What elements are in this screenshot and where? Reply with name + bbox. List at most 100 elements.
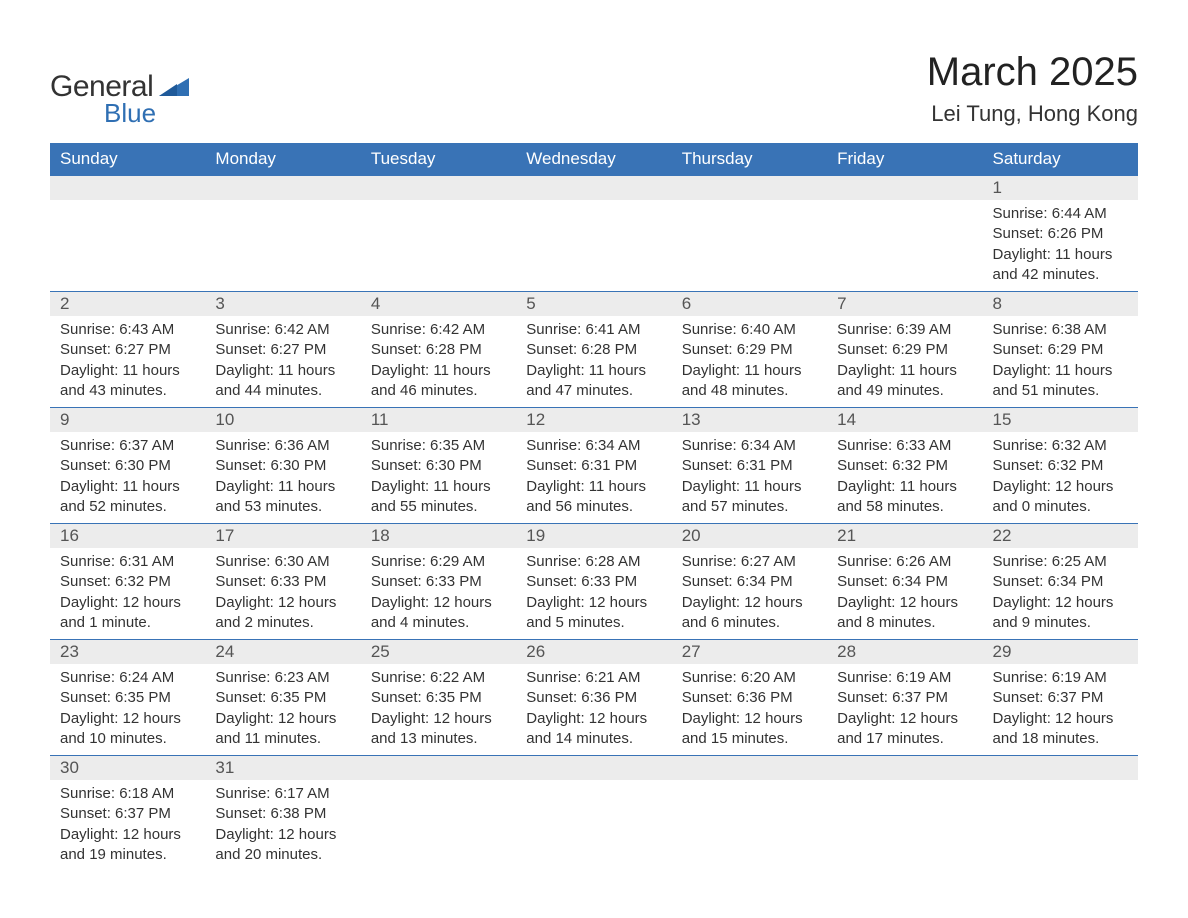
weekday-header: Saturday [983, 143, 1138, 176]
day-number-cell: 29 [983, 640, 1138, 665]
day-number-row: 16171819202122 [50, 524, 1138, 549]
logo-text-blue: Blue [104, 98, 189, 129]
logo-mark-icon [159, 74, 189, 101]
day-number-cell: 14 [827, 408, 982, 433]
calendar-page: General Blue March 2025 Lei Tung, Hong K… [0, 0, 1188, 911]
day-data-cell: Sunrise: 6:27 AM Sunset: 6:34 PM Dayligh… [672, 548, 827, 640]
day-data-row: Sunrise: 6:31 AM Sunset: 6:32 PM Dayligh… [50, 548, 1138, 640]
day-data-cell: Sunrise: 6:26 AM Sunset: 6:34 PM Dayligh… [827, 548, 982, 640]
day-number-cell: 17 [205, 524, 360, 549]
day-data-cell: Sunrise: 6:29 AM Sunset: 6:33 PM Dayligh… [361, 548, 516, 640]
day-data-cell: Sunrise: 6:18 AM Sunset: 6:37 PM Dayligh… [50, 780, 205, 871]
day-number-cell: 2 [50, 292, 205, 317]
day-number-cell: 20 [672, 524, 827, 549]
day-data-row: Sunrise: 6:44 AM Sunset: 6:26 PM Dayligh… [50, 200, 1138, 292]
day-number-cell: 30 [50, 756, 205, 781]
weekday-header-row: Sunday Monday Tuesday Wednesday Thursday… [50, 143, 1138, 176]
day-number-cell [50, 176, 205, 201]
day-number-cell: 27 [672, 640, 827, 665]
day-data-cell: Sunrise: 6:19 AM Sunset: 6:37 PM Dayligh… [983, 664, 1138, 756]
day-number-cell: 25 [361, 640, 516, 665]
day-number-cell: 28 [827, 640, 982, 665]
day-number-cell [827, 176, 982, 201]
day-number-cell: 9 [50, 408, 205, 433]
day-data-cell [361, 200, 516, 292]
day-data-cell: Sunrise: 6:32 AM Sunset: 6:32 PM Dayligh… [983, 432, 1138, 524]
day-number-cell [983, 756, 1138, 781]
day-data-cell: Sunrise: 6:36 AM Sunset: 6:30 PM Dayligh… [205, 432, 360, 524]
day-number-cell: 10 [205, 408, 360, 433]
day-number-cell [361, 756, 516, 781]
day-number-cell: 5 [516, 292, 671, 317]
day-data-row: Sunrise: 6:43 AM Sunset: 6:27 PM Dayligh… [50, 316, 1138, 408]
day-data-cell [672, 200, 827, 292]
day-number-row: 23242526272829 [50, 640, 1138, 665]
day-number-cell [361, 176, 516, 201]
day-data-cell: Sunrise: 6:39 AM Sunset: 6:29 PM Dayligh… [827, 316, 982, 408]
day-data-cell: Sunrise: 6:44 AM Sunset: 6:26 PM Dayligh… [983, 200, 1138, 292]
day-number-cell: 26 [516, 640, 671, 665]
day-number-cell: 1 [983, 176, 1138, 201]
day-data-row: Sunrise: 6:18 AM Sunset: 6:37 PM Dayligh… [50, 780, 1138, 871]
day-data-cell: Sunrise: 6:31 AM Sunset: 6:32 PM Dayligh… [50, 548, 205, 640]
day-number-cell [827, 756, 982, 781]
day-data-cell [516, 200, 671, 292]
location-label: Lei Tung, Hong Kong [927, 101, 1138, 127]
day-data-cell: Sunrise: 6:28 AM Sunset: 6:33 PM Dayligh… [516, 548, 671, 640]
day-data-cell: Sunrise: 6:43 AM Sunset: 6:27 PM Dayligh… [50, 316, 205, 408]
logo: General Blue [50, 70, 189, 129]
day-data-cell: Sunrise: 6:42 AM Sunset: 6:27 PM Dayligh… [205, 316, 360, 408]
day-number-cell: 7 [827, 292, 982, 317]
day-data-cell: Sunrise: 6:21 AM Sunset: 6:36 PM Dayligh… [516, 664, 671, 756]
day-number-cell [205, 176, 360, 201]
day-data-cell [361, 780, 516, 871]
day-data-cell [827, 200, 982, 292]
day-data-cell: Sunrise: 6:23 AM Sunset: 6:35 PM Dayligh… [205, 664, 360, 756]
day-number-row: 9101112131415 [50, 408, 1138, 433]
weekday-header: Sunday [50, 143, 205, 176]
day-data-cell: Sunrise: 6:35 AM Sunset: 6:30 PM Dayligh… [361, 432, 516, 524]
day-number-cell: 24 [205, 640, 360, 665]
day-number-cell: 6 [672, 292, 827, 317]
day-data-cell [827, 780, 982, 871]
day-number-cell: 8 [983, 292, 1138, 317]
day-number-cell [516, 756, 671, 781]
day-number-cell: 19 [516, 524, 671, 549]
day-number-cell: 31 [205, 756, 360, 781]
day-number-cell: 18 [361, 524, 516, 549]
day-number-cell: 21 [827, 524, 982, 549]
day-data-cell: Sunrise: 6:34 AM Sunset: 6:31 PM Dayligh… [516, 432, 671, 524]
day-data-row: Sunrise: 6:37 AM Sunset: 6:30 PM Dayligh… [50, 432, 1138, 524]
day-number-cell: 12 [516, 408, 671, 433]
month-title: March 2025 [927, 50, 1138, 95]
day-data-cell: Sunrise: 6:20 AM Sunset: 6:36 PM Dayligh… [672, 664, 827, 756]
calendar-table: Sunday Monday Tuesday Wednesday Thursday… [50, 143, 1138, 871]
day-data-cell: Sunrise: 6:24 AM Sunset: 6:35 PM Dayligh… [50, 664, 205, 756]
day-data-cell [672, 780, 827, 871]
day-number-cell: 4 [361, 292, 516, 317]
day-number-cell: 13 [672, 408, 827, 433]
day-number-row: 3031 [50, 756, 1138, 781]
weekday-header: Friday [827, 143, 982, 176]
day-data-cell: Sunrise: 6:34 AM Sunset: 6:31 PM Dayligh… [672, 432, 827, 524]
day-number-cell: 16 [50, 524, 205, 549]
day-number-cell: 23 [50, 640, 205, 665]
day-data-cell: Sunrise: 6:37 AM Sunset: 6:30 PM Dayligh… [50, 432, 205, 524]
day-data-cell: Sunrise: 6:38 AM Sunset: 6:29 PM Dayligh… [983, 316, 1138, 408]
header: General Blue March 2025 Lei Tung, Hong K… [50, 40, 1138, 129]
day-data-cell [50, 200, 205, 292]
day-number-cell: 22 [983, 524, 1138, 549]
day-data-cell [516, 780, 671, 871]
day-data-cell: Sunrise: 6:33 AM Sunset: 6:32 PM Dayligh… [827, 432, 982, 524]
day-data-cell [983, 780, 1138, 871]
day-data-cell: Sunrise: 6:41 AM Sunset: 6:28 PM Dayligh… [516, 316, 671, 408]
weekday-header: Thursday [672, 143, 827, 176]
day-number-cell [672, 176, 827, 201]
day-number-row: 1 [50, 176, 1138, 201]
weekday-header: Wednesday [516, 143, 671, 176]
day-data-cell: Sunrise: 6:25 AM Sunset: 6:34 PM Dayligh… [983, 548, 1138, 640]
day-data-cell: Sunrise: 6:40 AM Sunset: 6:29 PM Dayligh… [672, 316, 827, 408]
day-data-cell: Sunrise: 6:30 AM Sunset: 6:33 PM Dayligh… [205, 548, 360, 640]
day-number-cell [672, 756, 827, 781]
day-number-cell: 3 [205, 292, 360, 317]
